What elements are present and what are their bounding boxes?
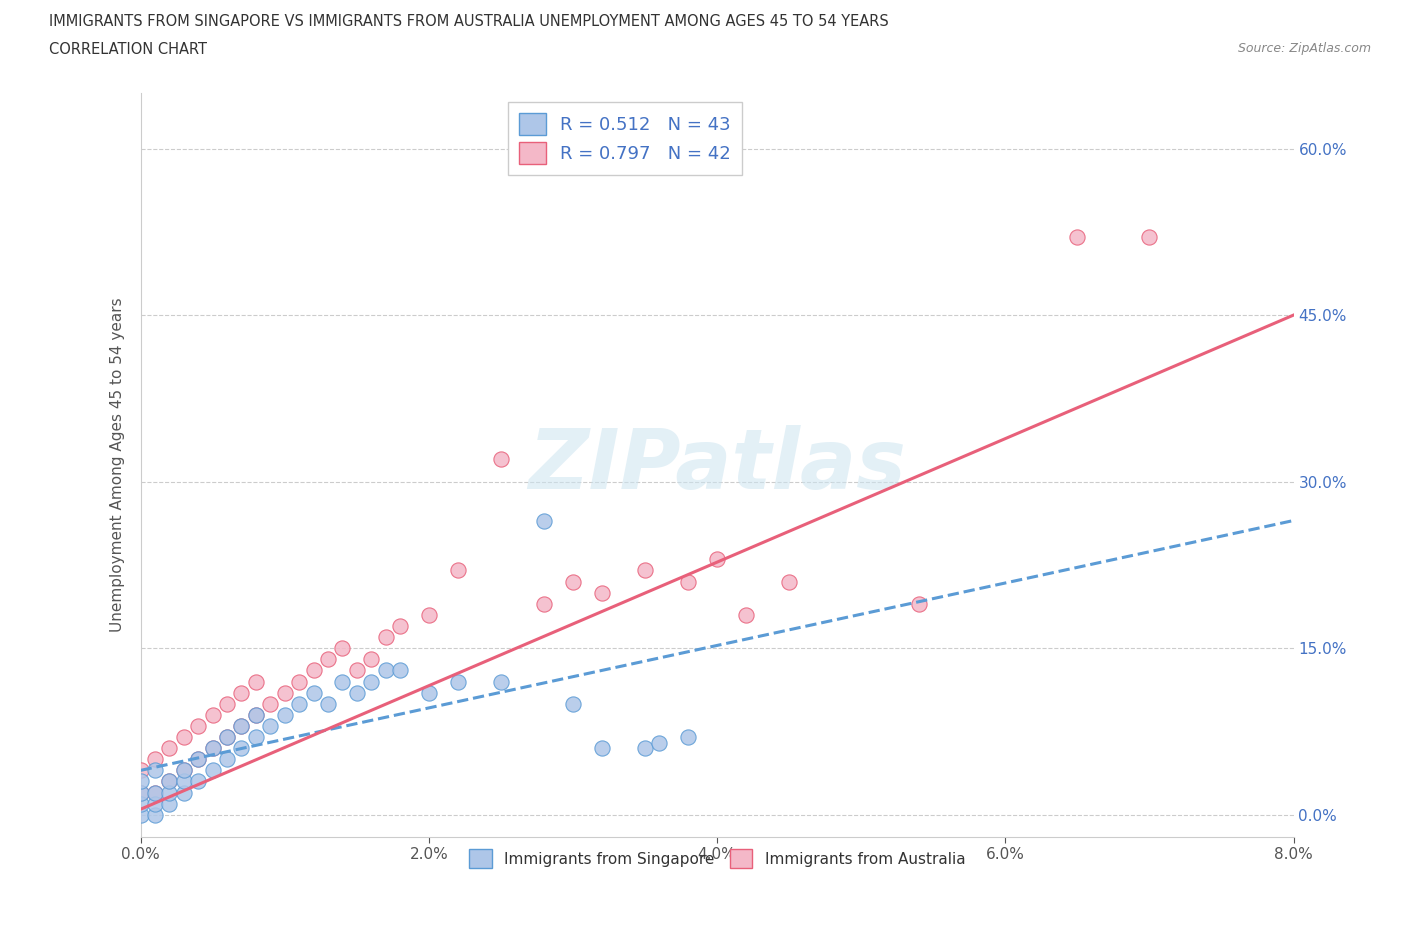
Point — [533, 596, 555, 611]
Point — [561, 697, 585, 711]
Point — [1066, 230, 1088, 245]
Point — [231, 685, 253, 700]
Point — [374, 630, 396, 644]
Point — [159, 774, 180, 789]
Point — [388, 618, 411, 633]
Point — [159, 740, 180, 755]
Point — [187, 751, 209, 766]
Point — [143, 796, 166, 811]
Point — [173, 774, 195, 789]
Point — [143, 785, 166, 800]
Point — [778, 574, 800, 589]
Point — [591, 585, 613, 600]
Point — [143, 763, 166, 777]
Text: CORRELATION CHART: CORRELATION CHART — [49, 42, 207, 57]
Point — [259, 719, 281, 734]
Point — [143, 751, 166, 766]
Point — [648, 736, 671, 751]
Point — [332, 641, 354, 656]
Point — [217, 697, 239, 711]
Point — [346, 663, 368, 678]
Point — [245, 708, 267, 723]
Point — [143, 807, 166, 822]
Point — [231, 740, 253, 755]
Point — [489, 674, 512, 689]
Point — [418, 685, 440, 700]
Point — [634, 563, 657, 578]
Point — [173, 763, 195, 777]
Point — [231, 719, 253, 734]
Point — [374, 663, 396, 678]
Point — [259, 697, 281, 711]
Point — [634, 740, 657, 755]
Point — [201, 708, 224, 723]
Point — [678, 730, 700, 745]
Point — [418, 607, 440, 622]
Point — [129, 774, 152, 789]
Point — [302, 685, 325, 700]
Point — [231, 719, 253, 734]
Point — [129, 796, 152, 811]
Point — [447, 674, 470, 689]
Point — [173, 763, 195, 777]
Point — [1139, 230, 1161, 245]
Point — [201, 740, 224, 755]
Point — [187, 774, 209, 789]
Point — [187, 719, 209, 734]
Point — [274, 708, 297, 723]
Point — [288, 674, 311, 689]
Point — [159, 796, 180, 811]
Point — [489, 452, 512, 467]
Point — [129, 785, 152, 800]
Point — [360, 674, 382, 689]
Point — [173, 730, 195, 745]
Point — [316, 652, 339, 667]
Point — [159, 785, 180, 800]
Point — [217, 730, 239, 745]
Point — [129, 763, 152, 777]
Point — [274, 685, 297, 700]
Point — [706, 551, 728, 566]
Point — [316, 697, 339, 711]
Point — [447, 563, 470, 578]
Point — [561, 574, 585, 589]
Point — [288, 697, 311, 711]
Point — [388, 663, 411, 678]
Point — [678, 574, 700, 589]
Point — [346, 685, 368, 700]
Text: IMMIGRANTS FROM SINGAPORE VS IMMIGRANTS FROM AUSTRALIA UNEMPLOYMENT AMONG AGES 4: IMMIGRANTS FROM SINGAPORE VS IMMIGRANTS … — [49, 14, 889, 29]
Point — [533, 513, 555, 528]
Point — [187, 751, 209, 766]
Point — [735, 607, 758, 622]
Point — [159, 774, 180, 789]
Point — [217, 730, 239, 745]
Point — [129, 807, 152, 822]
Point — [143, 785, 166, 800]
Y-axis label: Unemployment Among Ages 45 to 54 years: Unemployment Among Ages 45 to 54 years — [110, 298, 125, 632]
Point — [245, 730, 267, 745]
Point — [302, 663, 325, 678]
Legend: Immigrants from Singapore, Immigrants from Australia: Immigrants from Singapore, Immigrants fr… — [463, 844, 972, 874]
Text: Source: ZipAtlas.com: Source: ZipAtlas.com — [1237, 42, 1371, 55]
Point — [245, 674, 267, 689]
Point — [360, 652, 382, 667]
Point — [217, 751, 239, 766]
Point — [201, 740, 224, 755]
Point — [908, 596, 931, 611]
Point — [173, 785, 195, 800]
Point — [129, 785, 152, 800]
Point — [332, 674, 354, 689]
Text: ZIPatlas: ZIPatlas — [529, 424, 905, 506]
Point — [201, 763, 224, 777]
Point — [245, 708, 267, 723]
Point — [591, 740, 613, 755]
